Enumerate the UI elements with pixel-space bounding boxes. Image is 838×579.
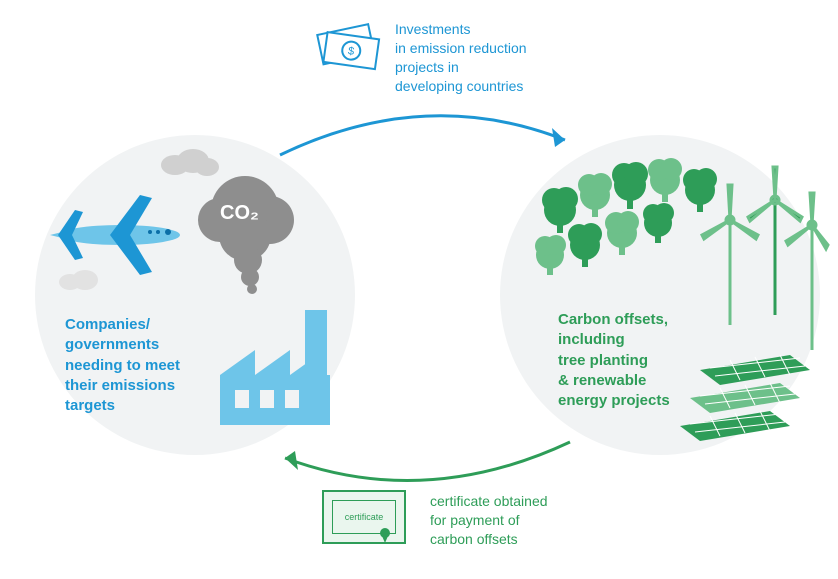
factory-icon (210, 300, 340, 430)
co2-smoke-icon (190, 165, 310, 295)
ribbon-icon (380, 528, 390, 538)
money-icon: $ $ (310, 15, 385, 75)
wind-turbine-icon (700, 165, 830, 375)
emitters-label: Companies/governmentsneeding to meetthei… (65, 315, 215, 416)
arrow-top (270, 100, 580, 170)
arrow-top-label: Investmentsin emission reductionprojects… (395, 20, 585, 96)
arrow-bottom-label: certificate obtainedfor payment ofcarbon… (430, 492, 610, 549)
offsets-label: Carbon offsets,includingtree planting& r… (558, 310, 718, 411)
co2-text: CO₂ (220, 202, 259, 225)
airplane-icon (40, 190, 200, 280)
arrow-bottom (270, 430, 580, 500)
certificate-icon: certificate (322, 490, 406, 544)
